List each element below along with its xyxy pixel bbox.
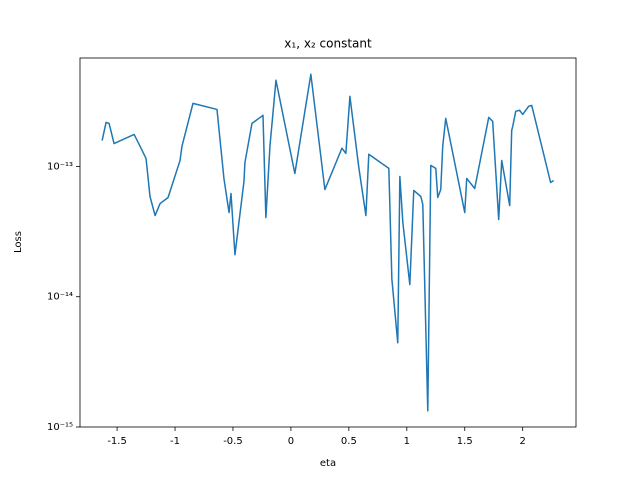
x-tick-label: 0 — [288, 436, 294, 447]
x-tick-label: -0.5 — [223, 436, 243, 447]
x-tick-label: 1 — [404, 436, 410, 447]
x-tick-label: -1 — [170, 436, 180, 447]
x-tick-label: 2 — [520, 436, 526, 447]
y-tick-label: 10⁻¹³ — [47, 161, 73, 172]
x-axis-label: eta — [320, 458, 336, 469]
y-tick-label: 10⁻¹⁵ — [47, 422, 73, 433]
x-tick-label: 0.5 — [341, 436, 357, 447]
y-axis-label: Loss — [13, 231, 24, 253]
chart-title: x₁, x₂ constant — [284, 37, 372, 51]
data-line — [101, 73, 555, 412]
plot-frame — [79, 57, 577, 428]
x-tick-label: 1.5 — [457, 436, 473, 447]
y-tick-label: 10⁻¹⁴ — [47, 292, 73, 303]
x-tick-label: -1.5 — [107, 436, 127, 447]
